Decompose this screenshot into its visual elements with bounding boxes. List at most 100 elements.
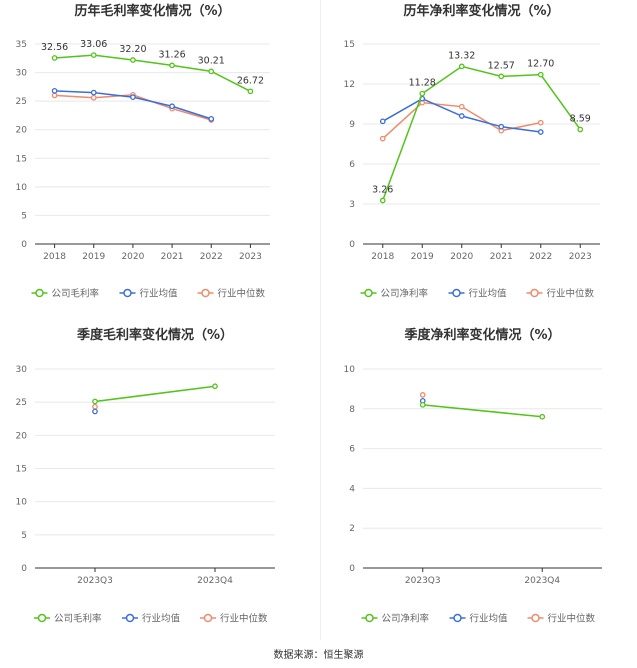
y-tick-label: 0 xyxy=(21,564,27,574)
data-point xyxy=(130,94,136,100)
series-line xyxy=(422,404,543,418)
data-point xyxy=(419,90,426,97)
legend-circle-icon xyxy=(35,288,44,298)
y-tick-label: 0 xyxy=(349,240,355,250)
legend-label: 行业均值 xyxy=(142,613,181,625)
data-point xyxy=(539,413,546,420)
data-point xyxy=(90,52,97,58)
legend-circle-icon xyxy=(364,288,373,298)
chart-panel-1: 历年毛利率变化情况（%） 0 5 10 15 20 25 30 35 2018 2019 2020 20… xyxy=(16,3,270,300)
data-point xyxy=(419,392,426,398)
data-point xyxy=(208,68,215,75)
y-tick-label: 0 xyxy=(21,240,27,250)
y-tick-label: 6 xyxy=(349,160,355,170)
y-tick-label: 9 xyxy=(349,120,355,130)
y-tick-label: 5 xyxy=(21,531,27,541)
data-point xyxy=(212,383,218,390)
data-point xyxy=(247,88,254,95)
data-point xyxy=(498,73,505,80)
y-tick-label: 3 xyxy=(349,200,355,210)
data-label: 11.28 xyxy=(409,78,436,89)
y-tick-label: 20 xyxy=(16,126,28,136)
legend-circle-icon xyxy=(37,613,47,623)
chart-panel-2: 历年净利率变化情况（%） 0 3 6 9 12 15 2018 2019 2020 2021 2022… xyxy=(344,3,600,300)
data-label: 31.26 xyxy=(158,49,185,60)
data-point xyxy=(458,63,465,70)
legend-item: 公司毛利率 xyxy=(34,613,102,625)
data-point xyxy=(51,92,58,99)
legend-label: 公司毛利率 xyxy=(52,288,100,300)
y-tick-label: 2 xyxy=(349,524,355,534)
data-point xyxy=(419,401,426,408)
x-tick-label: 2023Q3 xyxy=(77,576,113,586)
x-tick-label: 2019 xyxy=(82,252,105,262)
data-point xyxy=(577,126,584,133)
x-tick-label: 2023Q3 xyxy=(405,576,441,586)
data-point xyxy=(169,103,175,110)
data-label: 13.32 xyxy=(448,50,475,61)
data-point xyxy=(458,103,465,110)
chart-title: 历年净利率变化情况（%） xyxy=(403,3,559,19)
legend-circle-icon xyxy=(453,613,462,623)
data-point xyxy=(90,94,97,101)
legend-item: 行业中位数 xyxy=(200,613,268,625)
legend-item: 行业中位数 xyxy=(197,288,266,300)
x-tick-label: 2022 xyxy=(200,252,223,262)
y-tick-label: 10 xyxy=(344,365,356,375)
y-tick-label: 25 xyxy=(16,398,27,408)
data-point xyxy=(537,71,544,78)
legend-item: 行业均值 xyxy=(119,288,178,300)
legend-item: 行业均值 xyxy=(122,613,181,625)
series-line xyxy=(94,385,216,403)
x-tick-label: 2021 xyxy=(161,252,184,262)
panel-divider xyxy=(320,0,321,640)
chart-panel-3: 季度毛利率变化情况（%） 0 5 10 15 20 25 30 2023Q3 2023Q4 公司毛利… xyxy=(16,327,275,625)
y-tick-label: 15 xyxy=(16,154,27,164)
data-point xyxy=(379,135,386,142)
legend-circle-icon xyxy=(365,613,374,623)
data-label: 33.06 xyxy=(80,39,107,50)
data-point xyxy=(537,119,544,126)
y-tick-label: 0 xyxy=(349,564,355,574)
data-source-note: 数据来源：恒生聚源 xyxy=(273,650,364,661)
y-tick-label: 20 xyxy=(16,431,28,441)
data-point xyxy=(537,129,544,135)
legend-circle-icon xyxy=(452,288,461,298)
data-point xyxy=(379,197,386,204)
legend-item: 行业中位数 xyxy=(527,613,596,625)
legend-label: 公司净利率 xyxy=(381,288,429,300)
y-tick-label: 12 xyxy=(344,80,355,90)
legend-item: 公司毛利率 xyxy=(31,288,100,300)
data-point xyxy=(169,62,175,69)
series-line xyxy=(54,54,251,92)
legend-circle-icon xyxy=(123,288,132,298)
legend-circle-icon xyxy=(530,288,539,298)
legend-circle-icon xyxy=(125,613,135,623)
x-tick-label: 2023 xyxy=(569,252,592,262)
y-tick-label: 15 xyxy=(344,40,355,50)
legend-circle-icon xyxy=(201,288,210,298)
y-tick-label: 5 xyxy=(21,211,27,221)
legend-label: 行业中位数 xyxy=(547,288,595,300)
x-tick-label: 2023 xyxy=(239,252,262,262)
x-tick-label: 2023Q4 xyxy=(524,576,560,586)
legend-label: 行业均值 xyxy=(469,288,508,300)
chart-title: 季度净利率变化情况（%） xyxy=(403,327,560,343)
data-label: 8.59 xyxy=(570,113,591,124)
legend-item: 公司净利率 xyxy=(360,288,429,300)
data-point xyxy=(208,116,215,122)
x-tick-label: 2022 xyxy=(529,252,552,262)
y-tick-label: 10 xyxy=(16,183,28,193)
data-point xyxy=(498,123,505,130)
y-tick-label: 30 xyxy=(16,365,28,375)
x-tick-label: 2020 xyxy=(121,252,144,262)
y-tick-label: 25 xyxy=(16,97,27,107)
legend-item: 行业中位数 xyxy=(526,288,595,300)
x-tick-label: 2019 xyxy=(411,252,434,262)
y-tick-label: 35 xyxy=(16,40,27,50)
legend-label: 行业中位数 xyxy=(218,288,266,300)
data-point xyxy=(458,113,465,119)
legend-item: 行业均值 xyxy=(449,613,508,625)
data-point xyxy=(379,118,386,125)
